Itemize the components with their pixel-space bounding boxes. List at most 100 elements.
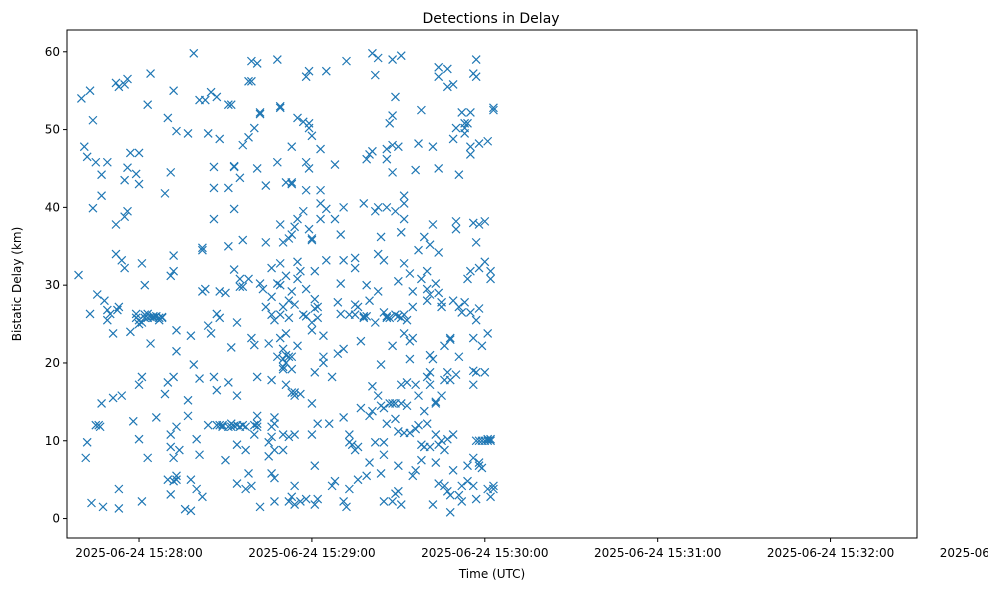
data-point-473 <box>437 391 447 401</box>
data-point-343 <box>359 313 369 323</box>
data-point-8 <box>87 498 96 508</box>
data-point-492 <box>448 430 458 439</box>
data-point-32 <box>114 484 124 494</box>
data-point-538 <box>474 220 484 229</box>
data-point-87 <box>166 167 176 177</box>
data-point-545 <box>480 367 490 377</box>
data-point-131 <box>212 385 222 395</box>
data-point-320 <box>336 309 346 319</box>
data-point-399 <box>393 142 403 152</box>
data-point-377 <box>382 144 392 154</box>
data-point-193 <box>255 279 265 289</box>
data-point-151 <box>229 204 239 214</box>
data-point-182 <box>249 430 259 439</box>
data-point-40 <box>120 263 130 273</box>
data-point-93 <box>169 453 179 463</box>
data-point-321 <box>339 202 349 212</box>
data-point-437 <box>416 105 426 115</box>
data-point-307 <box>321 255 331 265</box>
data-point-62 <box>140 280 150 290</box>
data-point-316 <box>333 297 343 307</box>
data-point-517 <box>465 266 475 276</box>
data-point-509 <box>460 129 470 138</box>
data-point-372 <box>379 497 389 506</box>
data-point-181 <box>249 123 259 133</box>
data-point-164 <box>235 282 245 292</box>
data-point-39 <box>120 212 130 222</box>
data-point-16 <box>97 170 107 180</box>
data-point-108 <box>189 48 199 58</box>
data-point-342 <box>356 336 366 346</box>
data-point-74 <box>154 313 164 323</box>
data-point-237 <box>281 271 291 281</box>
data-point-357 <box>367 146 377 156</box>
data-point-445 <box>422 284 432 294</box>
data-point-217 <box>272 279 282 289</box>
data-point-33 <box>114 82 124 92</box>
data-point-422 <box>405 428 415 438</box>
data-point-17 <box>97 398 107 408</box>
data-point-363 <box>373 202 383 212</box>
data-point-201 <box>267 263 277 273</box>
data-point-319 <box>336 230 346 240</box>
data-point-11 <box>91 157 101 167</box>
data-point-458 <box>428 500 438 509</box>
data-point-248 <box>287 286 297 296</box>
data-point-490 <box>448 134 458 144</box>
data-point-443 <box>419 232 429 242</box>
data-point-463 <box>431 398 441 408</box>
data-point-36 <box>117 391 127 401</box>
data-point-385 <box>385 313 395 323</box>
data-point-116 <box>197 492 207 502</box>
data-point-123 <box>203 420 213 430</box>
data-point-227 <box>278 362 288 372</box>
data-point-53 <box>134 179 144 189</box>
data-point-336 <box>350 253 360 263</box>
data-point-447 <box>422 419 432 429</box>
data-point-402 <box>393 486 403 496</box>
data-point-88 <box>169 266 179 276</box>
data-point-313 <box>330 476 340 486</box>
data-point-194 <box>258 284 268 294</box>
data-point-10 <box>88 115 98 125</box>
y-axis-label: Bistatic Delay (km) <box>10 227 24 342</box>
data-point-86 <box>166 490 176 499</box>
data-point-450 <box>425 442 435 452</box>
data-point-204 <box>267 375 277 385</box>
data-point-57 <box>137 372 147 382</box>
data-point-284 <box>307 131 317 141</box>
data-point-216 <box>272 352 282 362</box>
data-point-288 <box>307 398 317 408</box>
data-point-304 <box>319 352 328 362</box>
data-point-15 <box>95 422 105 432</box>
data-point-433 <box>414 139 423 149</box>
data-point-250 <box>287 178 297 187</box>
data-point-120 <box>200 95 210 105</box>
data-point-105 <box>186 506 196 516</box>
data-point-469 <box>434 288 444 298</box>
data-point-0 <box>74 270 83 280</box>
data-point-183 <box>249 340 259 350</box>
data-point-501 <box>454 302 464 312</box>
data-point-212 <box>270 419 279 429</box>
data-point-451 <box>425 350 435 360</box>
data-point-233 <box>281 328 291 338</box>
data-point-261 <box>293 214 302 224</box>
data-point-510 <box>463 118 472 128</box>
data-point-273 <box>301 157 311 167</box>
data-point-163 <box>235 274 245 284</box>
data-point-359 <box>370 70 380 80</box>
data-point-529 <box>471 55 481 64</box>
data-point-267 <box>295 266 305 276</box>
data-point-176 <box>246 76 256 86</box>
data-point-145 <box>223 100 233 110</box>
data-point-126 <box>209 214 219 224</box>
data-point-168 <box>238 140 248 150</box>
data-point-262 <box>293 113 302 123</box>
data-point-52 <box>134 434 144 444</box>
x-tick-label-3: 2025-06-24 15:31:00 <box>594 546 721 560</box>
data-point-73 <box>151 412 161 422</box>
data-point-100 <box>174 445 184 455</box>
data-point-465 <box>434 62 444 72</box>
